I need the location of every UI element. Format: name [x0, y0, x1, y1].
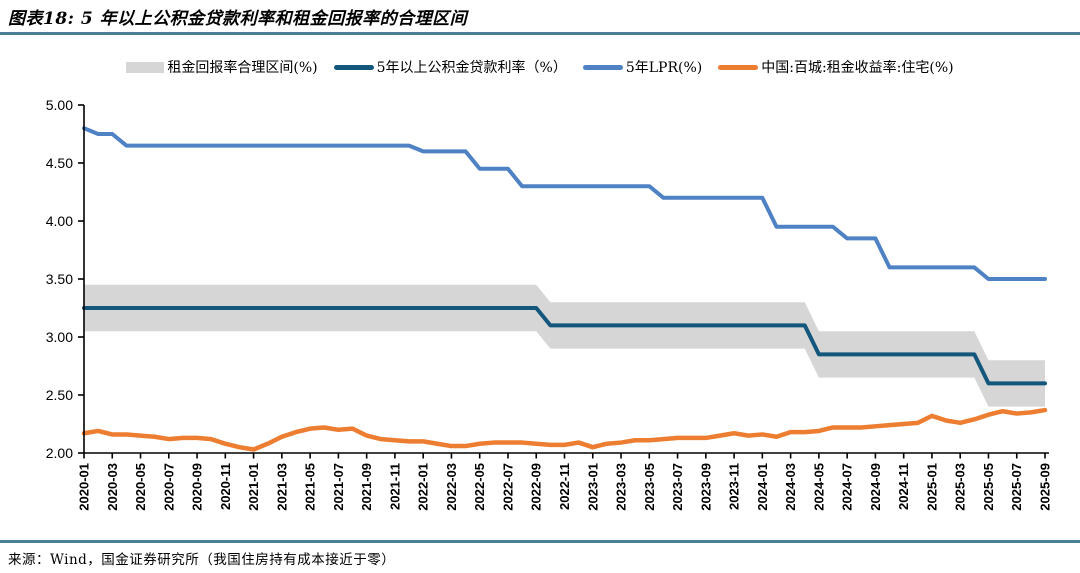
legend-label: 中国:百城:租金收益率:住宅(%)	[761, 60, 954, 76]
legend-label: 租金回报率合理区间(%)	[167, 60, 318, 76]
x-axis-label: 2025-07	[1009, 463, 1024, 511]
x-axis-label: 2023-09	[698, 463, 713, 511]
x-axis-label: 2024-05	[811, 463, 826, 511]
band-region	[84, 284, 1045, 407]
x-axis-label: 2024-11	[896, 463, 911, 510]
x-axis-label: 2025-09	[1038, 463, 1053, 511]
chart-legend: 租金回报率合理区间(%) 5年以上公积金贷款利率（%） 5年LPR(%) 中国:百城:…	[0, 57, 1080, 77]
legend-item: 5年以上公积金贷款利率（%）	[333, 57, 567, 77]
x-axis-label: 2023-01	[585, 463, 600, 511]
series-line-rental	[81, 407, 1048, 452]
x-axis-label: 2021-09	[359, 463, 374, 511]
y-axis-label: 4.00	[46, 213, 73, 229]
x-axis-label: 2020-11	[218, 463, 233, 510]
footer-rule	[0, 540, 1080, 543]
x-axis-label: 2024-09	[868, 463, 883, 511]
x-axis-label: 2022-03	[444, 463, 459, 511]
x-axis-label: 2023-03	[614, 463, 629, 511]
x-axis-label: 2022-01	[416, 463, 431, 511]
legend-swatch-rental	[718, 64, 759, 70]
y-axis-label: 4.50	[46, 155, 73, 171]
y-axis-label: 2.00	[46, 445, 73, 461]
x-axis-label: 2021-07	[331, 463, 346, 511]
x-axis-label: 2025-03	[953, 463, 968, 511]
x-axis-label: 2022-07	[500, 463, 515, 511]
legend-swatch-lpr	[582, 64, 623, 70]
x-axis-label: 2023-07	[670, 463, 685, 511]
legend-swatch-provident	[333, 64, 374, 70]
legend-label: 5年以上公积金贷款利率（%）	[376, 60, 567, 76]
x-axis-label: 2023-11	[727, 463, 742, 510]
x-axis-label: 2025-01	[924, 463, 939, 511]
x-axis-label: 2020-05	[133, 463, 148, 511]
x-axis-label: 2021-03	[274, 463, 289, 511]
y-axis-label: 5.00	[46, 97, 73, 113]
y-axis-label: 3.50	[46, 271, 73, 287]
y-axis-label: 3.00	[46, 329, 73, 345]
x-axis-label: 2021-11	[387, 463, 402, 510]
legend-label: 5年LPR(%)	[625, 60, 703, 76]
x-axis-label: 2020-01	[77, 463, 92, 511]
x-axis-label: 2022-05	[472, 463, 487, 511]
x-axis-label: 2020-03	[105, 463, 120, 511]
series-line-lpr	[82, 126, 1047, 281]
legend-item: 5年LPR(%)	[582, 57, 703, 77]
x-axis-label: 2022-09	[529, 463, 544, 511]
x-axis-label: 2023-05	[642, 463, 657, 511]
series-line-provident	[82, 306, 1047, 386]
legend-swatch-band	[126, 61, 165, 73]
source-note: 来源：Wind，国金证券研究所（我国住房持有成本接近于零）	[8, 552, 396, 568]
legend-item: 中国:百城:租金收益率:住宅(%)	[718, 57, 954, 77]
figure-title: 图表18: 5 年以上公积金贷款利率和租金回报率的合理区间	[8, 9, 468, 29]
x-axis-label: 2020-09	[190, 463, 205, 511]
x-axis-label: 2025-05	[981, 463, 996, 511]
x-axis-label: 2020-07	[161, 463, 176, 511]
x-axis-label: 2024-01	[755, 463, 770, 511]
title-rule	[0, 32, 1080, 35]
x-axis-label: 2024-03	[783, 463, 798, 511]
x-axis-label: 2021-01	[246, 463, 261, 511]
x-axis-label: 2022-11	[557, 463, 572, 510]
x-axis-label: 2024-07	[840, 463, 855, 511]
legend-item: 租金回报率合理区间(%)	[126, 57, 318, 77]
x-axis-label: 2021-05	[303, 463, 318, 511]
line-chart: 5.00 4.50 4.00 3.50 3.00 2.50 2.00 2020-01 2020-…	[46, 97, 1053, 511]
y-axis-label: 2.50	[46, 387, 73, 403]
